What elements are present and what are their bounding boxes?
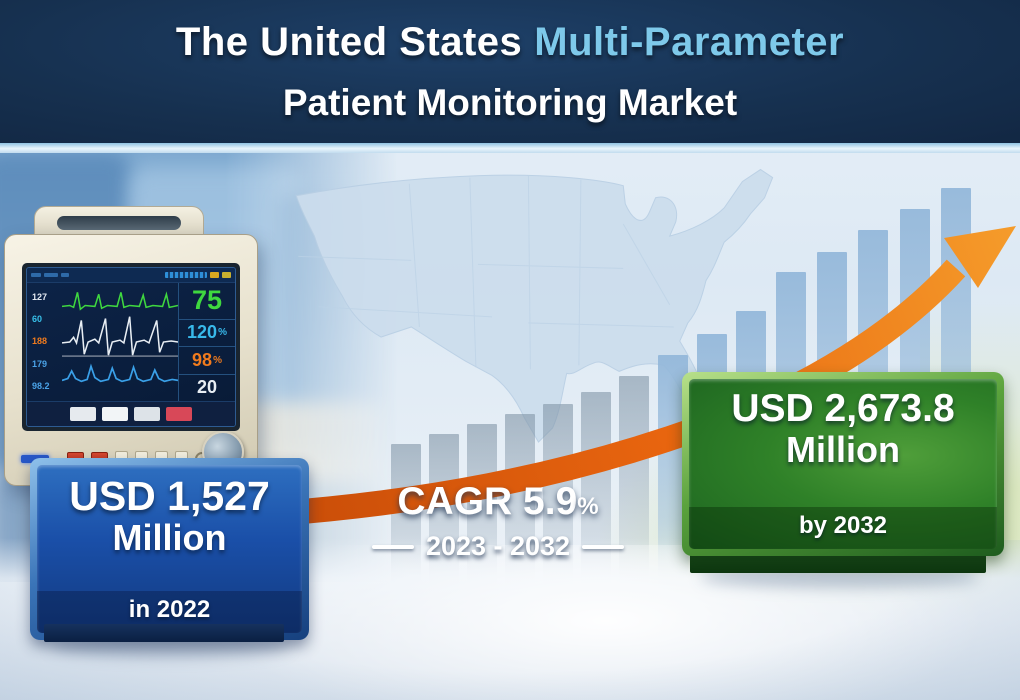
stat-2032-period: by 2032: [689, 507, 997, 549]
ecg-waveform-white: [62, 316, 178, 356]
scale-label: 98.2: [32, 381, 50, 392]
status-chip: [31, 273, 41, 277]
stat-2032-value: USD 2,673.8: [731, 387, 955, 430]
stat-card-2032: USD 2,673.8 Million by 2032: [682, 372, 1004, 556]
scale-label: 179: [32, 358, 48, 369]
status-meter: [165, 272, 207, 278]
heart-rate-value: 75: [179, 283, 235, 320]
alarm-indicator: [210, 272, 219, 278]
screen-status-bar: [27, 268, 235, 283]
scale-label: 127: [32, 291, 48, 302]
status-chip: [44, 273, 58, 277]
scale-label: 188: [32, 336, 48, 347]
resp-rate-value: 20: [196, 377, 218, 398]
alarm-indicator: [222, 272, 231, 278]
bp-value: 120%: [179, 320, 235, 348]
stat-2022-value: USD 1,527: [69, 473, 270, 519]
cagr-label: CAGR 5.9%: [397, 480, 599, 523]
softkey-button: [134, 407, 160, 421]
us-map: [295, 168, 774, 443]
dash-left: [371, 544, 414, 549]
dash-right: [582, 544, 625, 549]
percent-sign: %: [577, 493, 599, 520]
handle-slot: [57, 216, 181, 230]
monitor-screen: 127 60 188 179 98.2: [26, 267, 236, 427]
softkey-button: [102, 407, 128, 421]
softkey-button: [70, 407, 96, 421]
vitals-scale-labels: 127 60 188 179 98.2: [27, 283, 62, 401]
stat-2022-unit: Million: [112, 517, 227, 559]
waveform-display: [62, 291, 178, 383]
vitals-values-panel: 75 120% 98% 20: [178, 283, 235, 401]
monitor-bezel: 127 60 188 179 98.2: [4, 234, 258, 486]
screen-frame: 127 60 188 179 98.2: [22, 263, 240, 431]
header-divider-strip: [0, 143, 1020, 153]
stat-card-2022: USD 1,527 Million in 2022: [30, 458, 309, 640]
alarm-softkey-button: [166, 407, 192, 421]
stat-card-2022-base: [44, 624, 284, 642]
screen-softkey-bar: [27, 401, 235, 426]
patient-monitor: 127 60 188 179 98.2: [0, 204, 262, 496]
title-line2: Patient Monitoring Market: [282, 82, 738, 123]
cagr-block: CAGR 5.9% 2023 - 2032: [352, 480, 644, 562]
ecg-waveform-green: [62, 291, 178, 311]
title-line1: The United States Multi-Parameter: [0, 20, 1020, 65]
arrow-head: [944, 226, 1016, 288]
scale-label: 60: [32, 314, 43, 325]
spo2-value: 98%: [179, 347, 235, 375]
header-banner: The United States Multi-Parameter Patient…: [0, 0, 1020, 143]
status-chip: [61, 273, 69, 277]
title-accent: Multi-Parameter: [534, 20, 845, 64]
stat-2032-unit: Million: [786, 428, 900, 470]
spo2-waveform-blue: [62, 363, 178, 383]
title-part1: The United States: [175, 20, 523, 64]
state-borders: [298, 175, 674, 370]
cagr-range: 2023 - 2032: [352, 531, 644, 562]
